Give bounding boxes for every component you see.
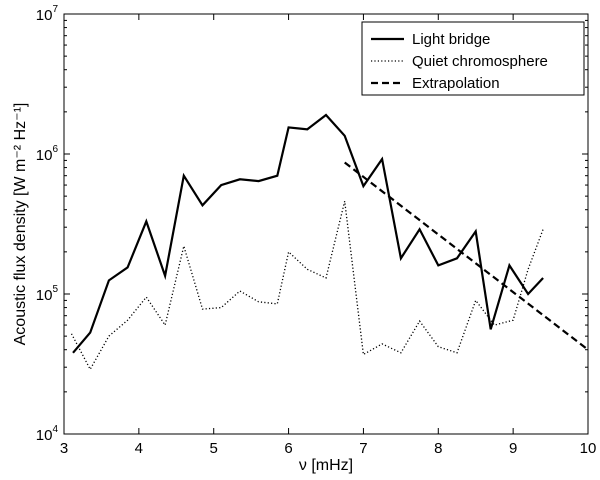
y-tick-label: 106 (36, 144, 59, 164)
x-tick-label: 9 (509, 440, 517, 457)
x-tick-label: 3 (60, 440, 68, 457)
x-tick-label: 5 (210, 440, 218, 457)
x-tick-label: 7 (359, 440, 367, 457)
legend: Light bridge Quiet chromosphere Extrapolat… (361, 21, 585, 96)
series-line-quiet-chromosphere (70, 201, 544, 371)
x-tick-label: 6 (284, 440, 292, 457)
x-tick-label: 8 (434, 440, 442, 457)
plot-frame (63, 13, 589, 435)
ticks-layer: 3 4 5 6 7 8 9 10 104 105 106 107 (36, 4, 597, 457)
y-tick-label: 104 (36, 424, 59, 444)
y-tick-label: 105 (36, 284, 59, 304)
y-tick-label: 107 (36, 4, 59, 24)
legend-label: Light bridge (412, 31, 490, 48)
series-line-light-bridge (72, 113, 544, 354)
series-line-extrapolation (344, 161, 589, 351)
legend-label: Extrapolation (412, 75, 500, 92)
y-axis-label: Acoustic flux density [W m⁻² Hz⁻¹] (12, 103, 29, 346)
x-axis-label: ν [mHz] (299, 457, 353, 474)
series-layer (70, 113, 589, 371)
x-tick-label: 10 (580, 440, 597, 457)
x-tick-label: 4 (135, 440, 143, 457)
legend-label: Quiet chromosphere (412, 53, 548, 70)
